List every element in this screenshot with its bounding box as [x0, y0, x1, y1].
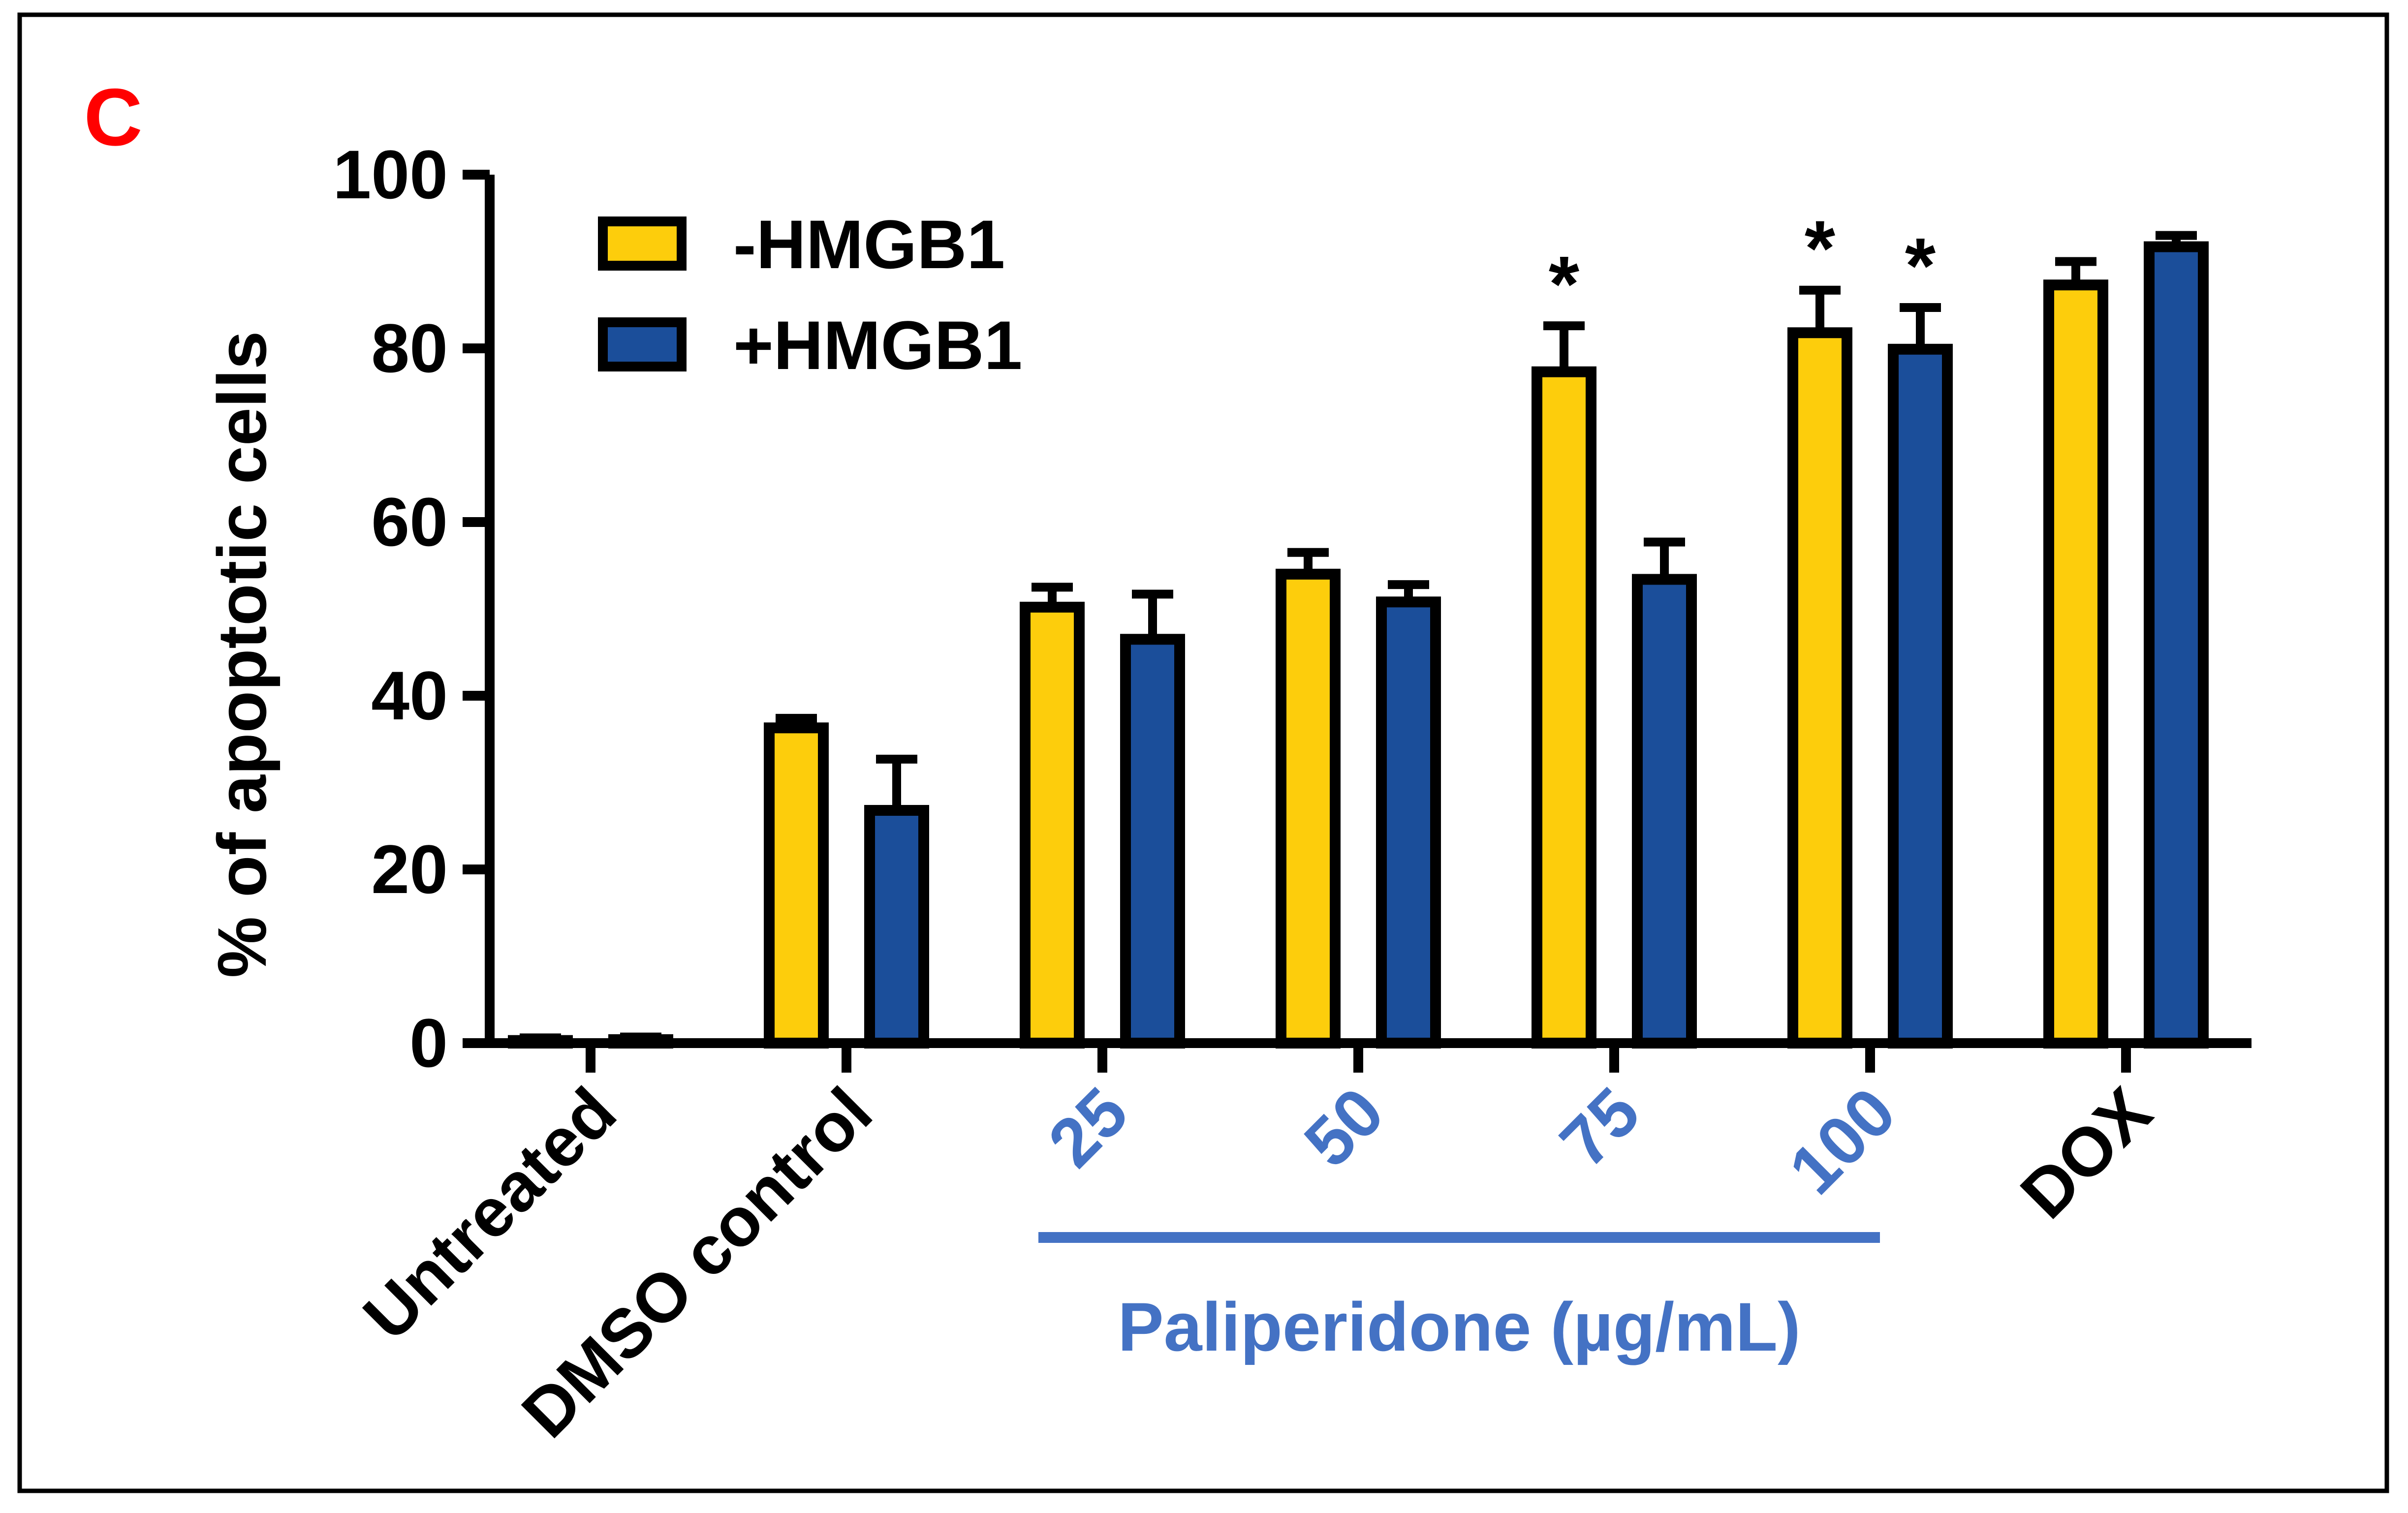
- y-axis-ticks: 0 20 40 60 80 100: [333, 136, 490, 1081]
- x-tick-label-2: 25: [1033, 1073, 1142, 1181]
- x-tick-label-3: 50: [1289, 1073, 1398, 1181]
- bar-plus-hmgb1-5: [1888, 343, 1953, 1049]
- legend-swatch-minus-hmgb1: [598, 216, 687, 271]
- legend-label-plus-hmgb1: +HMGB1: [733, 307, 1022, 384]
- paliperidone-bracket-label: Paliperidone (µg/mL): [1118, 1288, 1800, 1365]
- x-tick-label-6: DOX: [2006, 1073, 2166, 1233]
- panel-border: [17, 12, 2389, 1493]
- axes: [485, 175, 2252, 1073]
- panel-label: C: [84, 72, 142, 162]
- bar-plus-hmgb1-2: [1120, 634, 1185, 1049]
- y-tick-label-80: 80: [371, 309, 448, 387]
- significance-marker-0-4: *: [1549, 240, 1580, 328]
- bar-minus-hmgb1-1: [764, 722, 829, 1049]
- y-axis-label: % of apoptotic cells: [203, 331, 281, 978]
- x-tick-label-0: Untreated: [348, 1073, 630, 1355]
- y-tick-label-100: 100: [333, 136, 448, 213]
- x-tick-label-4: 75: [1545, 1073, 1654, 1181]
- y-tick-label-60: 60: [371, 483, 448, 560]
- bar-minus-hmgb1-2: [1020, 601, 1085, 1049]
- significance-marker-1-5: *: [1905, 221, 1936, 309]
- bars: * * *: [508, 204, 2209, 1049]
- bar-minus-hmgb1-5: [1787, 327, 1852, 1049]
- bar-minus-hmgb1-6: [2043, 279, 2108, 1049]
- significance-marker-0-5: *: [1805, 204, 1836, 292]
- y-tick-label-20: 20: [371, 831, 448, 908]
- x-tick-label-5: 100: [1774, 1073, 1910, 1208]
- bar-plus-hmgb1-1: [864, 804, 929, 1049]
- legend-label-minus-hmgb1: -HMGB1: [733, 206, 1005, 283]
- legend-swatch-plus-hmgb1: [598, 317, 687, 371]
- bar-plus-hmgb1-3: [1376, 596, 1441, 1049]
- bar-minus-hmgb1-3: [1276, 568, 1341, 1049]
- bar-plus-hmgb1-4: [1632, 574, 1697, 1049]
- y-tick-label-0: 0: [409, 1004, 448, 1081]
- y-tick-label-40: 40: [371, 657, 448, 734]
- bar-minus-hmgb1-4: [1532, 366, 1596, 1049]
- legend: -HMGB1 +HMGB1: [598, 206, 1022, 384]
- bar-plus-hmgb1-6: [2144, 241, 2209, 1049]
